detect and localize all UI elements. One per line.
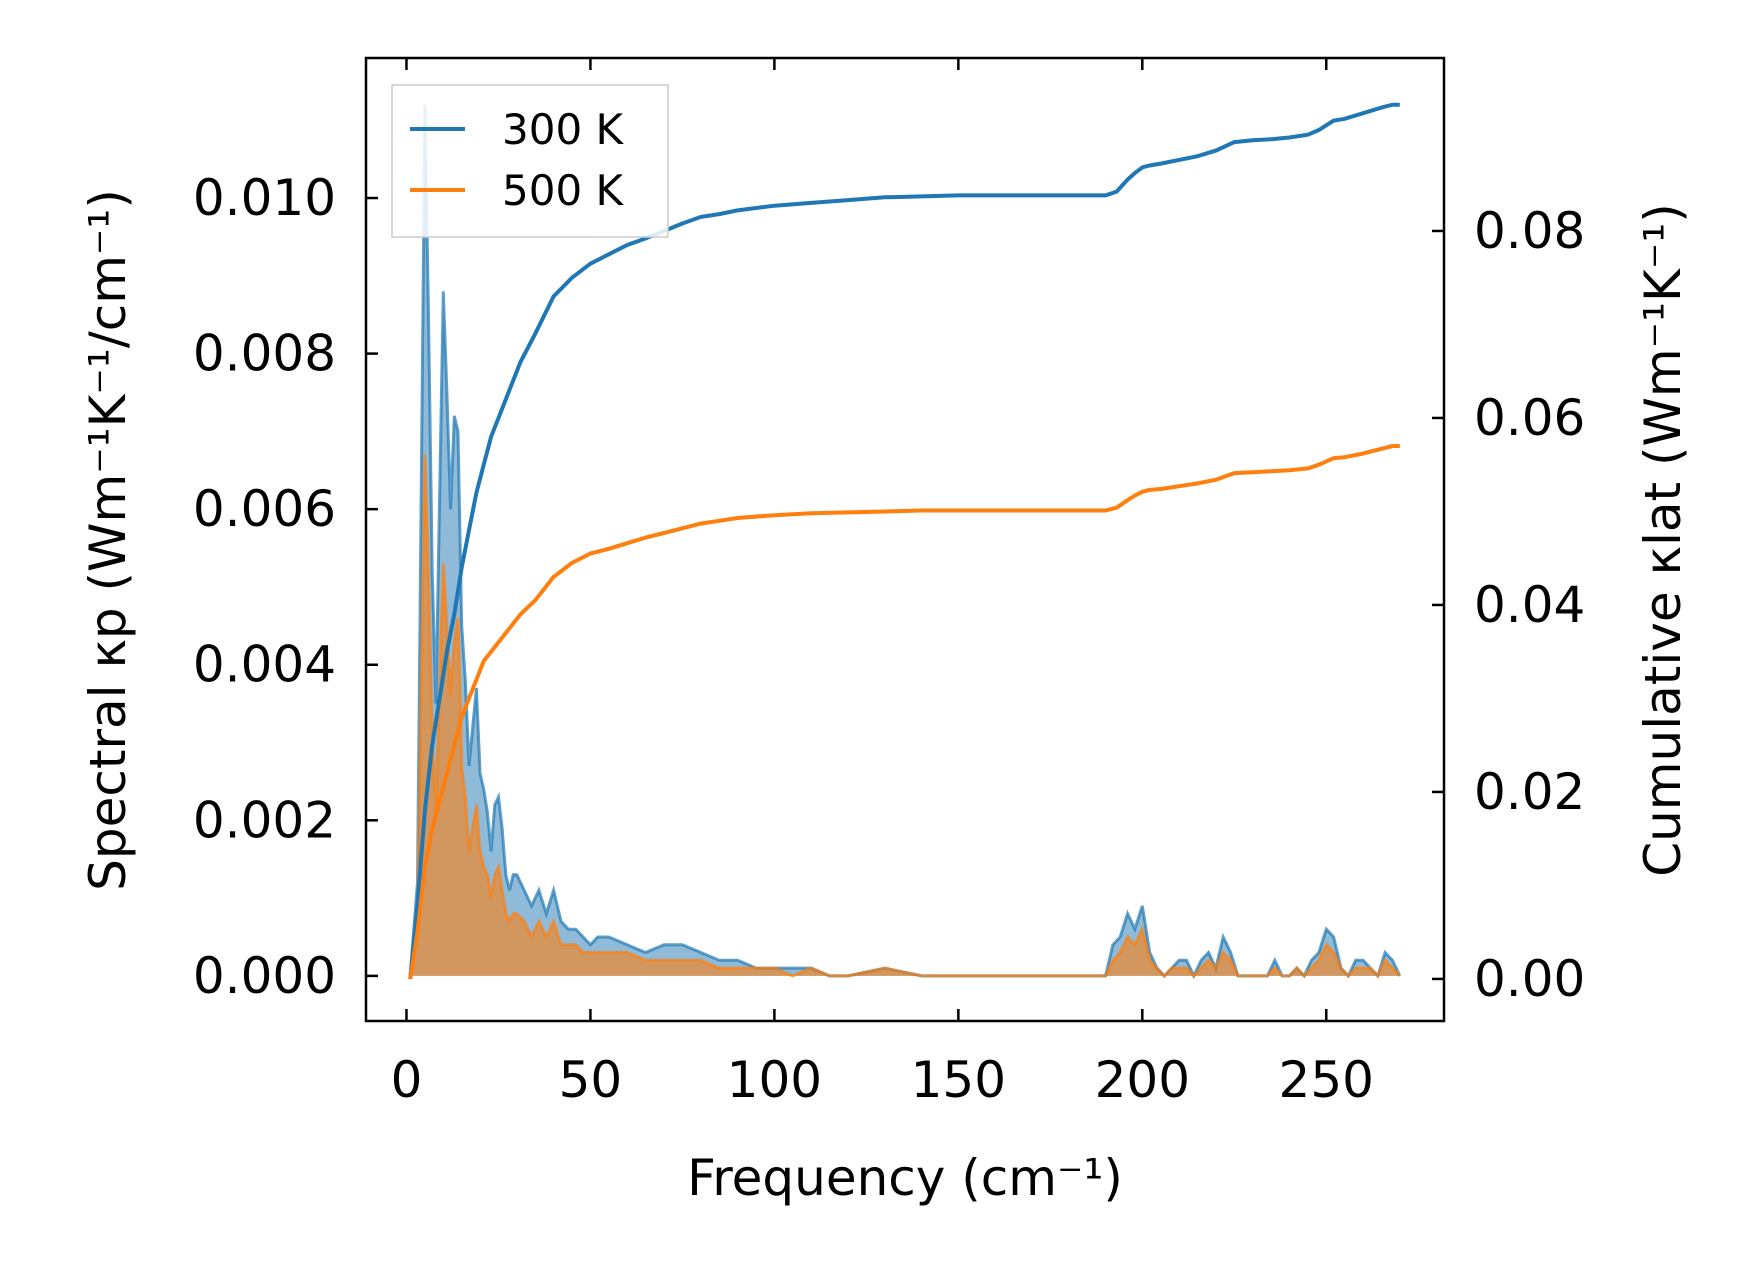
y-right-axis-title: Cumulative κlat (Wm⁻¹K⁻¹) [1634, 203, 1692, 877]
x-tick-label: 50 [559, 1051, 623, 1109]
y-left-tick-label: 0.002 [193, 791, 336, 849]
y-right-tick-label: 0.08 [1474, 202, 1585, 260]
spectral-lines [408, 104, 1402, 980]
legend-label-500k: 500 K [502, 166, 625, 215]
legend-box [391, 84, 669, 238]
legend: 300 K 500 K [391, 84, 669, 238]
y-left-tick-label: 0.004 [193, 636, 336, 694]
legend-label-300k: 300 K [502, 105, 625, 154]
y-right-tick-label: 0.02 [1474, 763, 1585, 821]
x-axis-ticks: 0 50 100 150 200 250 [391, 58, 1374, 1109]
x-tick-label: 0 [391, 1051, 423, 1109]
y-left-axis-title: Spectral κp (Wm⁻¹K⁻¹/cm⁻¹) [79, 189, 137, 891]
y-right-tick-label: 0.04 [1474, 576, 1585, 634]
spectral-line-500k [408, 454, 1401, 979]
plot-area [408, 102, 1402, 980]
cumulative-line-500k [408, 444, 1400, 980]
x-tick-label: 200 [1095, 1051, 1190, 1109]
axes-frame [364, 56, 1446, 1023]
x-tick-label: 100 [727, 1051, 822, 1109]
y-right-tick-label: 0.00 [1474, 950, 1585, 1008]
cumulative-lines [408, 102, 1400, 980]
y-left-tick-label: 0.010 [193, 169, 336, 227]
x-tick-label: 150 [911, 1051, 1006, 1109]
x-axis-title: Frequency (cm⁻¹) [687, 1149, 1123, 1207]
y-left-axis-ticks: 0.000 0.002 0.004 0.006 0.008 0.010 [193, 169, 378, 1005]
x-tick-label: 250 [1279, 1051, 1374, 1109]
y-left-tick-label: 0.008 [193, 325, 336, 383]
cumulative-line-300k [408, 102, 1400, 980]
y-right-tick-label: 0.06 [1474, 389, 1585, 447]
y-right-axis-ticks: 0.00 0.02 0.04 0.06 0.08 [1432, 202, 1585, 1008]
y-left-tick-label: 0.006 [193, 480, 336, 538]
y-left-tick-label: 0.000 [193, 947, 336, 1005]
